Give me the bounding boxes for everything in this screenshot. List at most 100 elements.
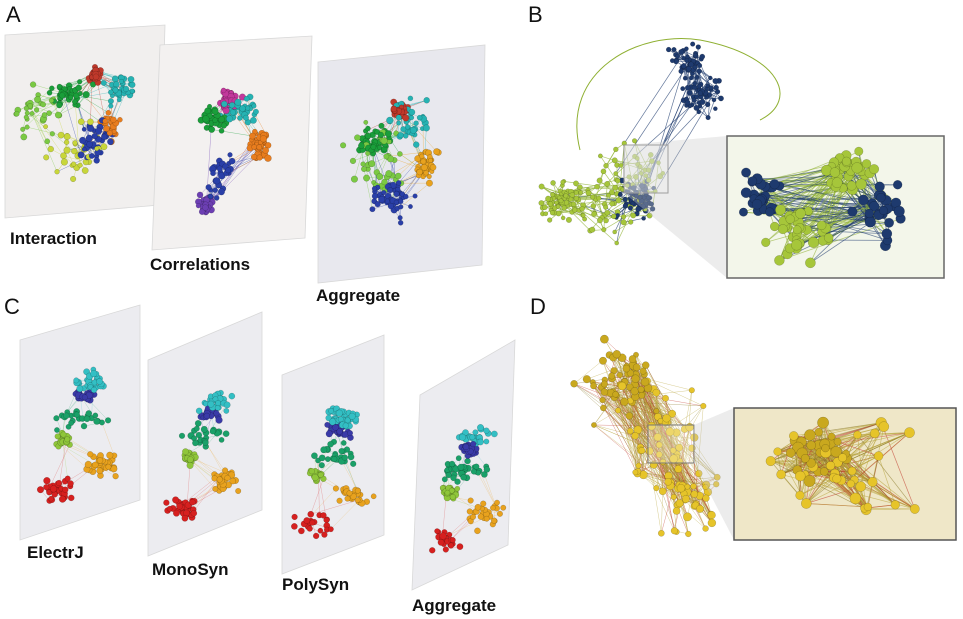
network-node xyxy=(591,422,597,428)
network-node xyxy=(830,446,842,458)
network-node xyxy=(129,88,135,94)
network-node xyxy=(80,422,88,430)
network-node xyxy=(612,229,617,235)
network-edge xyxy=(344,461,358,491)
network-node xyxy=(874,181,885,192)
network-node xyxy=(491,517,498,524)
network-node xyxy=(863,502,873,512)
network-node xyxy=(630,387,639,396)
network-node xyxy=(603,204,609,210)
network-node xyxy=(321,531,328,538)
network-node xyxy=(429,164,437,171)
network-node xyxy=(600,334,609,344)
network-node xyxy=(29,111,35,116)
network-node xyxy=(209,428,216,435)
network-node xyxy=(378,122,385,129)
network-node xyxy=(192,439,199,447)
network-node xyxy=(242,114,249,121)
network-node xyxy=(203,412,210,420)
network-edge xyxy=(593,385,643,451)
network-node xyxy=(105,109,112,116)
network-node xyxy=(348,412,356,420)
network-node xyxy=(622,196,628,203)
network-node xyxy=(43,477,51,485)
network-node xyxy=(423,170,429,176)
panel-a-multilayer-network xyxy=(4,24,486,284)
network-node xyxy=(107,138,114,146)
network-node xyxy=(668,409,677,418)
network-node xyxy=(491,430,498,438)
network-node xyxy=(578,190,583,195)
network-node xyxy=(96,378,103,385)
network-node xyxy=(543,211,549,217)
network-node xyxy=(741,167,751,178)
network-node xyxy=(477,424,484,432)
network-node xyxy=(103,125,110,132)
network-node xyxy=(892,180,903,190)
network-node xyxy=(442,546,449,553)
network-node xyxy=(690,41,696,47)
network-edge xyxy=(770,460,867,511)
network-node xyxy=(336,428,343,435)
zoom-selection-box xyxy=(647,424,695,464)
network-node xyxy=(904,427,915,438)
network-node xyxy=(596,177,603,184)
network-node xyxy=(652,388,661,397)
network-edge xyxy=(647,387,717,485)
network-node xyxy=(320,512,327,519)
network-node xyxy=(615,178,621,184)
network-node xyxy=(43,484,50,491)
network-edge xyxy=(617,180,619,201)
network-node xyxy=(20,133,28,141)
network-node xyxy=(804,429,816,441)
network-node xyxy=(601,227,607,233)
network-edge xyxy=(635,354,718,478)
network-edge xyxy=(600,155,617,180)
network-node xyxy=(422,124,430,132)
network-edge xyxy=(615,394,638,474)
network-node xyxy=(827,432,836,441)
network-node xyxy=(702,494,710,502)
network-edge xyxy=(615,53,696,174)
network-node xyxy=(496,510,503,517)
panel-c-multilayer-network xyxy=(19,304,516,591)
network-node xyxy=(643,173,649,178)
network-node xyxy=(622,364,631,373)
network-node xyxy=(572,207,578,213)
network-node xyxy=(570,380,578,388)
network-node xyxy=(695,44,701,50)
network-node xyxy=(801,498,812,509)
network-node xyxy=(625,412,633,420)
network-node xyxy=(704,101,711,108)
network-node xyxy=(427,157,433,163)
network-node xyxy=(819,467,829,476)
network-node xyxy=(354,497,361,503)
network-node xyxy=(669,58,675,64)
network-node xyxy=(474,527,481,535)
network-node xyxy=(653,433,662,442)
network-node xyxy=(186,456,194,463)
network-node xyxy=(360,161,366,167)
network-node xyxy=(87,451,94,458)
network-node xyxy=(213,195,220,201)
network-node xyxy=(412,193,418,199)
network-node xyxy=(291,523,298,530)
network-node xyxy=(858,194,869,206)
network-node xyxy=(340,440,347,446)
network-edge xyxy=(806,187,844,231)
network-node xyxy=(775,204,786,216)
network-node xyxy=(347,430,353,437)
network-node xyxy=(853,430,862,439)
network-node xyxy=(60,152,67,160)
network-node xyxy=(606,192,611,198)
network-node xyxy=(615,407,622,414)
panel-a-layer-label-correlations: Correlations xyxy=(150,255,251,274)
network-node xyxy=(23,114,29,120)
network-node xyxy=(256,144,263,151)
network-edge xyxy=(573,383,667,419)
network-node xyxy=(346,490,353,497)
network-node xyxy=(490,505,496,511)
network-node xyxy=(264,154,272,162)
network-node xyxy=(24,124,30,130)
network-node xyxy=(646,177,652,183)
